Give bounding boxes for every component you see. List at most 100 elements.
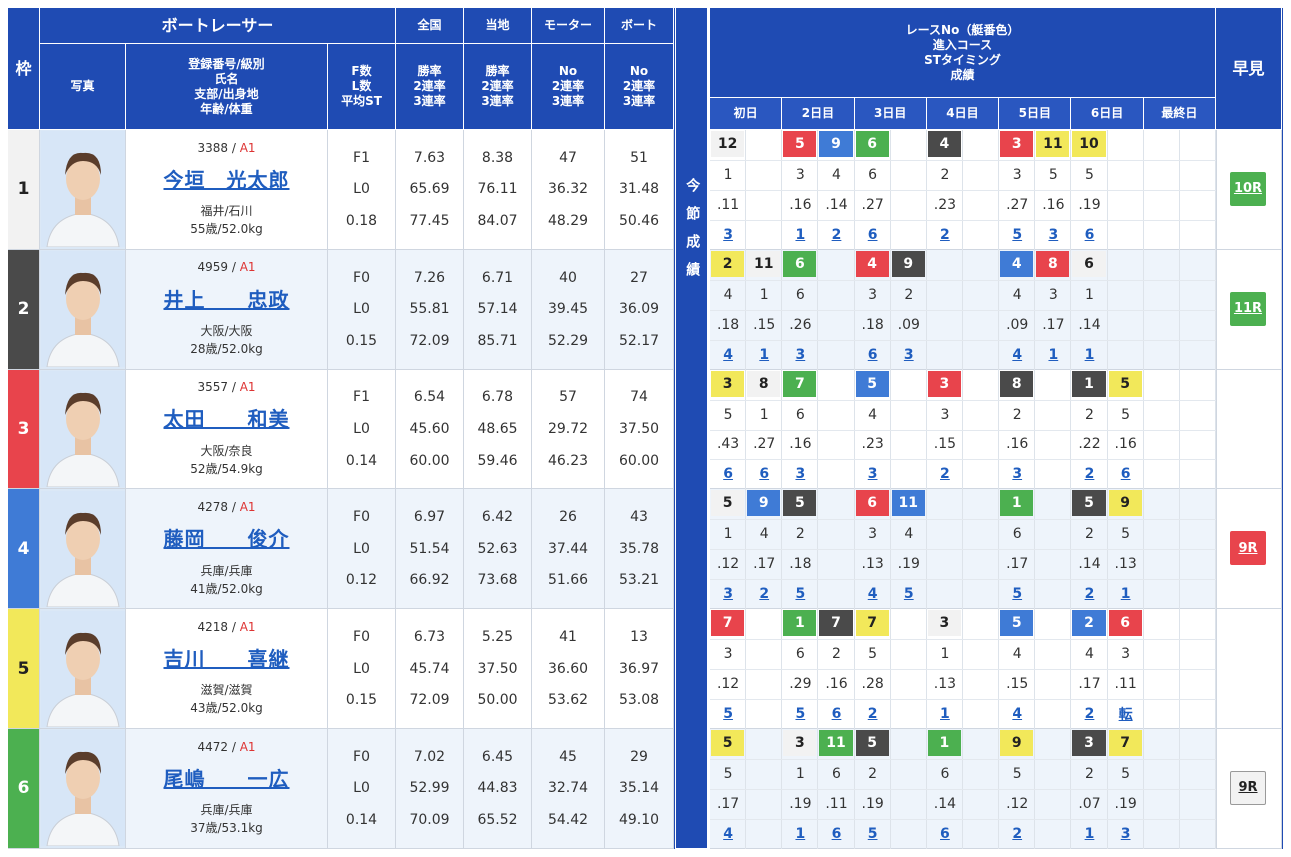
result-row-line [710,399,1216,401]
result-grid-line [1178,369,1180,490]
st-timing: .26 [789,316,812,333]
race-result-link[interactable]: 2 [1084,466,1095,483]
race-result-link[interactable]: 4 [723,346,733,363]
motor-stats-value-2: 39.45 [547,301,589,318]
result-row-line [710,639,1216,641]
race-result-link[interactable]: 1 [940,706,950,723]
result-grid-line [1034,489,1036,610]
hayami-race-button[interactable]: 11R [1230,291,1266,326]
race-result-link[interactable]: 6 [723,466,733,483]
race-result-link[interactable]: 2 [1084,586,1095,603]
racer-name[interactable]: 今垣 光太郎 [163,167,290,192]
race-result-link[interactable]: 3 [867,466,878,483]
race-result-link[interactable]: 2 [940,226,950,243]
entry-course: 4 [1012,286,1022,303]
race-result-link[interactable]: 5 [795,586,806,603]
race-result-link[interactable]: 2 [831,226,842,243]
race-result-link[interactable]: 1 [1084,825,1095,842]
hayami-race-button[interactable]: 10R [1230,171,1266,206]
st-timing: .23 [861,436,884,453]
boat-stats: 27 36.09 52.17 [605,249,674,370]
race-result-link[interactable]: 1 [1120,586,1131,603]
race-result-link[interactable]: 4 [1012,346,1023,363]
entry-course: 6 [795,286,805,303]
motor-stats-value-1: 40 [559,269,577,286]
motor-stats-value-2: 37.44 [547,540,589,557]
touchi-stats: 5.25 37.50 50.00 [464,609,532,729]
zenkoku-stats-value-1: 7.02 [413,748,446,765]
header-hayami: 早見 [1216,8,1282,130]
race-number-badge: 9 [819,131,853,157]
racer-name[interactable]: 太田 和美 [163,407,290,432]
result-row-line [710,309,1216,311]
racer-photo [40,609,126,729]
race-result-link[interactable]: 1 [795,825,806,842]
motor-stats-value-2: 32.74 [547,780,589,797]
race-result-link[interactable]: 2 [1084,706,1095,723]
race-result-link[interactable]: 6 [1084,226,1095,243]
race-result-link[interactable]: 3 [795,466,806,483]
race-result-link[interactable]: 5 [903,586,914,603]
zenkoku-stats-value-3: 77.45 [409,212,450,229]
race-result-link[interactable]: 3 [723,586,733,603]
race-result-link[interactable]: 6 [940,825,950,842]
result-grid-line [889,489,891,610]
race-result-link[interactable]: 3 [795,346,806,363]
zenkoku-stats: 7.26 55.81 72.09 [396,249,464,370]
entry-course: 2 [904,286,914,303]
race-result-link[interactable]: 2 [867,706,878,723]
race-result-link[interactable]: 2 [1012,825,1023,842]
header-motor: モーター [532,8,605,44]
result-grid-line [817,609,819,729]
race-number-badge: 6 [1108,610,1142,637]
race-result-link[interactable]: 6 [831,706,842,723]
race-result-link[interactable]: 5 [867,825,878,842]
race-result-link[interactable]: 1 [795,226,806,243]
race-result-link[interactable]: 4 [1012,706,1023,723]
st-timing: .19 [861,795,884,812]
race-result-link[interactable]: 3 [1048,226,1059,243]
result-row-line [710,159,1216,161]
race-result-link[interactable]: 6 [867,346,878,363]
race-result-link[interactable]: 3 [1012,466,1023,483]
race-result-link[interactable]: 6 [867,226,878,243]
race-result-link[interactable]: 4 [867,586,878,603]
race-result-link[interactable]: 3 [903,346,914,363]
race-result-link[interactable]: 5 [723,706,733,723]
result-row-line [710,189,1216,191]
hayami-race-button[interactable]: 9R [1230,531,1266,566]
st-timing: .19 [1114,795,1137,812]
race-result-link[interactable]: 1 [1048,346,1059,363]
racer-name[interactable]: 尾嶋 一広 [163,766,290,791]
race-result-link[interactable]: 1 [1084,346,1095,363]
right-border [1282,8,1283,849]
race-result-link[interactable]: 4 [723,825,733,842]
race-result-link[interactable]: 3 [723,226,733,243]
race-result-link[interactable]: 転 [1118,707,1133,724]
race-result-link[interactable]: 2 [759,586,770,603]
race-result-link[interactable]: 6 [831,825,842,842]
racer-name[interactable]: 吉川 喜継 [163,647,290,672]
entry-course: 6 [832,765,841,782]
fl-stats-value-2: L0 [353,660,370,677]
st-timing: .14 [933,795,957,812]
race-result-link[interactable]: 5 [1012,226,1023,243]
race-result-link[interactable]: 3 [1120,825,1131,842]
race-number-badge: 4 [927,131,961,157]
race-number-badge: 8 [1000,370,1034,397]
touchi-stats-value-3: 73.68 [477,572,518,589]
race-result-link[interactable]: 5 [1012,586,1023,603]
race-result-link[interactable]: 6 [759,466,770,483]
st-timing: .11 [716,196,740,213]
entry-course: 1 [759,406,769,423]
result-row-line [710,788,1216,790]
race-result-link[interactable]: 6 [1120,466,1131,483]
race-result-link[interactable]: 2 [940,466,950,483]
race-result-link[interactable]: 1 [759,346,770,363]
racer-name[interactable]: 藤岡 俊介 [163,527,290,552]
race-result-link[interactable]: 5 [795,706,806,723]
result-row-line [710,459,1216,461]
race-number-badge: 7 [711,610,745,637]
racer-name[interactable]: 井上 忠政 [163,287,290,312]
hayami-race-button[interactable]: 9R [1230,770,1266,805]
